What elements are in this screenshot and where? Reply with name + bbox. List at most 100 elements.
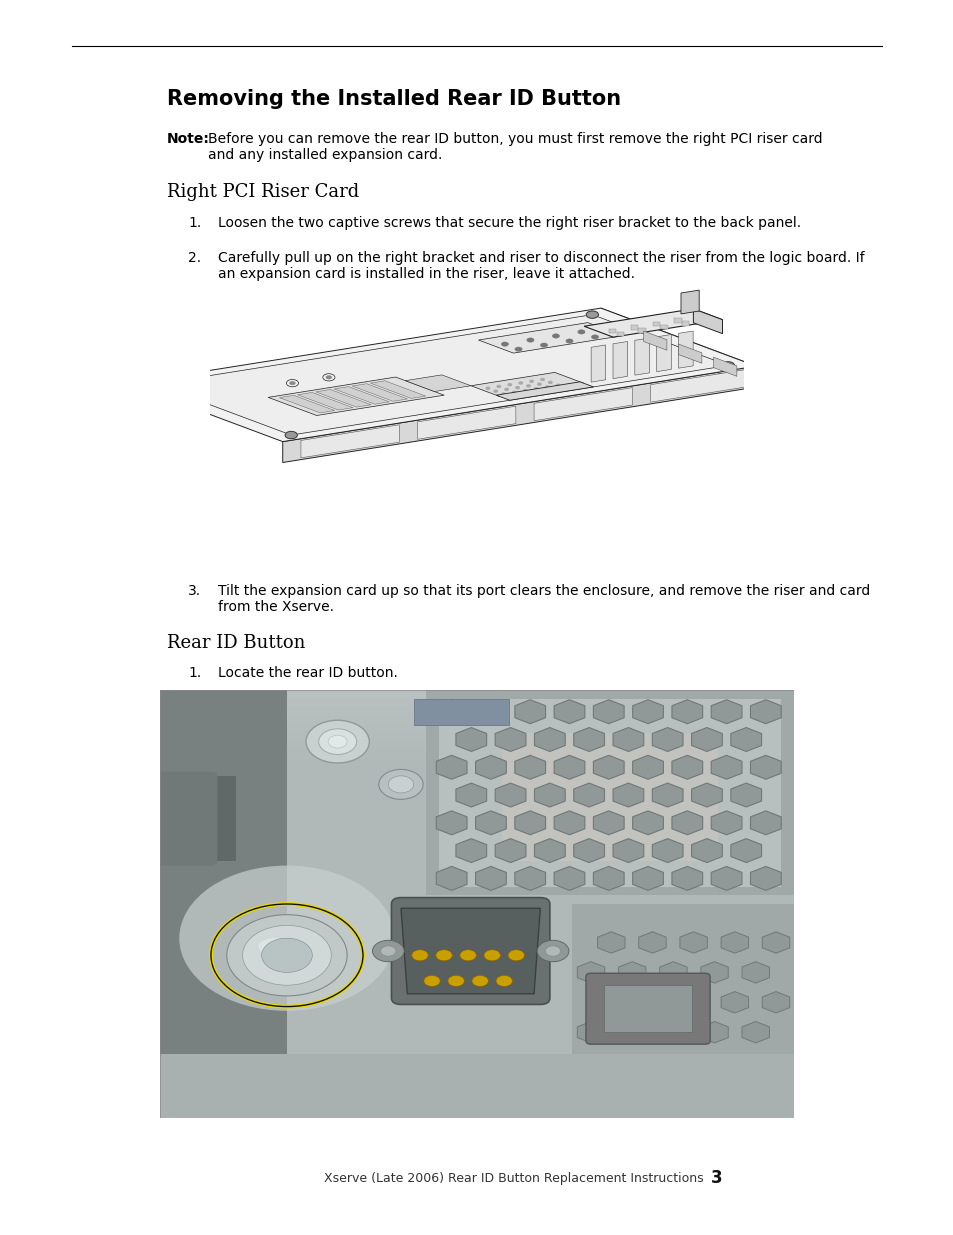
Polygon shape <box>297 393 353 410</box>
Bar <box>674 319 681 322</box>
Polygon shape <box>471 373 583 396</box>
Circle shape <box>242 925 331 986</box>
Bar <box>603 986 692 1032</box>
Polygon shape <box>496 382 593 400</box>
Polygon shape <box>155 315 727 435</box>
Circle shape <box>318 729 356 755</box>
Polygon shape <box>680 290 699 314</box>
Circle shape <box>289 382 295 385</box>
Polygon shape <box>583 309 721 337</box>
Text: Rear ID Button: Rear ID Button <box>167 634 305 652</box>
Bar <box>160 690 793 755</box>
Polygon shape <box>370 380 425 399</box>
Bar <box>681 321 689 326</box>
Circle shape <box>497 385 500 388</box>
Circle shape <box>508 950 524 961</box>
FancyBboxPatch shape <box>153 772 217 866</box>
Bar <box>287 716 793 725</box>
Bar <box>287 742 793 750</box>
Circle shape <box>721 362 734 369</box>
Bar <box>160 690 287 1118</box>
Circle shape <box>483 950 500 961</box>
Bar <box>287 690 793 699</box>
Polygon shape <box>127 308 756 442</box>
Polygon shape <box>656 335 671 372</box>
Text: Tilt the expansion card up so that its port clears the enclosure, and remove the: Tilt the expansion card up so that its p… <box>217 584 869 614</box>
Circle shape <box>526 385 530 387</box>
Bar <box>659 325 667 330</box>
Polygon shape <box>534 388 632 421</box>
Polygon shape <box>315 389 371 408</box>
Polygon shape <box>405 375 471 391</box>
Bar <box>287 725 793 734</box>
Circle shape <box>537 940 568 962</box>
Circle shape <box>552 333 559 338</box>
Bar <box>414 699 508 725</box>
Bar <box>287 767 793 776</box>
Polygon shape <box>678 345 701 363</box>
Bar <box>287 699 793 708</box>
Polygon shape <box>678 331 693 368</box>
Circle shape <box>412 950 428 961</box>
Polygon shape <box>643 331 666 351</box>
Circle shape <box>556 384 559 387</box>
Bar <box>608 329 616 333</box>
Polygon shape <box>400 908 539 994</box>
Circle shape <box>512 391 516 393</box>
Bar <box>287 690 793 1118</box>
Text: Carefully pull up on the right bracket and riser to disconnect the riser from th: Carefully pull up on the right bracket a… <box>217 251 863 280</box>
Text: 1.: 1. <box>188 216 201 230</box>
Circle shape <box>496 976 512 987</box>
Text: Loosen the two captive screws that secure the right riser bracket to the back pa: Loosen the two captive screws that secur… <box>217 216 800 230</box>
Bar <box>287 750 793 758</box>
Circle shape <box>516 387 518 389</box>
Bar <box>438 699 781 887</box>
Polygon shape <box>417 406 516 440</box>
Bar <box>160 1053 793 1118</box>
Polygon shape <box>600 308 756 387</box>
Polygon shape <box>352 384 407 401</box>
Polygon shape <box>591 345 605 382</box>
Bar <box>287 758 793 767</box>
FancyBboxPatch shape <box>391 898 549 1004</box>
Bar <box>287 734 793 742</box>
Polygon shape <box>279 395 335 412</box>
Circle shape <box>565 338 573 343</box>
Bar <box>426 690 793 895</box>
Circle shape <box>388 776 414 793</box>
Circle shape <box>539 343 547 347</box>
Circle shape <box>537 383 540 385</box>
Text: 1.: 1. <box>188 666 201 679</box>
Circle shape <box>591 335 598 340</box>
Circle shape <box>378 769 423 799</box>
Polygon shape <box>300 425 399 458</box>
Circle shape <box>523 389 526 391</box>
Polygon shape <box>478 322 622 353</box>
Circle shape <box>149 380 161 388</box>
Text: Note:: Note: <box>167 132 210 146</box>
Bar <box>616 332 623 336</box>
Circle shape <box>423 976 439 987</box>
Circle shape <box>540 378 544 380</box>
Text: Before you can remove the rear ID button, you must first remove the right PCI ri: Before you can remove the rear ID button… <box>208 132 821 162</box>
Circle shape <box>500 342 508 346</box>
Text: 3.: 3. <box>188 584 201 598</box>
Circle shape <box>508 384 511 385</box>
Text: Xserve (Late 2006) Rear ID Button Replacement Instructions: Xserve (Late 2006) Rear ID Button Replac… <box>324 1172 703 1184</box>
Text: 3: 3 <box>710 1170 721 1187</box>
Circle shape <box>326 375 332 379</box>
Circle shape <box>486 388 489 389</box>
Bar <box>572 904 793 1053</box>
Text: Locate the rear ID button.: Locate the rear ID button. <box>217 666 397 679</box>
Circle shape <box>179 866 395 1010</box>
Circle shape <box>534 388 537 390</box>
Circle shape <box>494 390 497 393</box>
Circle shape <box>515 347 521 351</box>
Polygon shape <box>268 377 444 415</box>
Circle shape <box>372 940 404 962</box>
Circle shape <box>504 388 508 390</box>
Polygon shape <box>693 309 721 333</box>
Polygon shape <box>282 366 756 462</box>
Bar <box>160 776 236 861</box>
Polygon shape <box>634 338 649 375</box>
